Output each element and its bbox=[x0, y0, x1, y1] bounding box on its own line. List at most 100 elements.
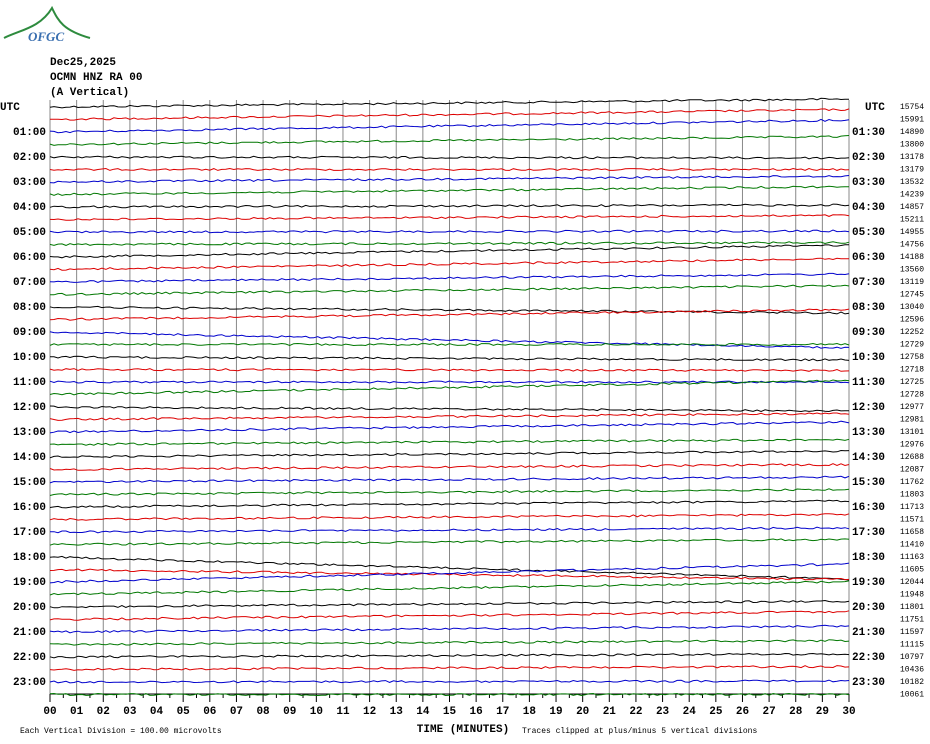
trace-offset: 11410 bbox=[900, 541, 924, 550]
trace bbox=[49, 155, 850, 160]
header-station: OCMN HNZ RA 00 bbox=[50, 72, 142, 84]
left-hour-label: 09:00 bbox=[13, 327, 46, 339]
x-tick-label: 11 bbox=[336, 706, 350, 718]
left-axis-title: UTC bbox=[0, 102, 20, 114]
right-hour-label: 07:30 bbox=[852, 277, 885, 289]
left-hour-label: 11:00 bbox=[13, 377, 46, 389]
right-hour-label: 15:30 bbox=[852, 477, 885, 489]
trace-offset: 11948 bbox=[900, 591, 924, 600]
right-hour-label: 04:30 bbox=[852, 202, 885, 214]
trace bbox=[49, 368, 850, 372]
left-hour-label: 19:00 bbox=[13, 577, 46, 589]
right-hour-label: 19:30 bbox=[852, 577, 885, 589]
trace bbox=[49, 379, 850, 396]
trace bbox=[49, 475, 850, 484]
right-hour-label: 11:30 bbox=[852, 377, 885, 389]
right-hour-label: 05:30 bbox=[852, 227, 885, 239]
x-tick-label: 10 bbox=[310, 706, 323, 718]
trace-offset: 12044 bbox=[900, 578, 924, 587]
trace bbox=[49, 624, 850, 634]
left-hour-label: 14:00 bbox=[13, 452, 46, 464]
logo-mark bbox=[3, 5, 91, 39]
trace bbox=[49, 463, 850, 471]
trace bbox=[49, 175, 850, 184]
x-tick-label: 23 bbox=[656, 706, 670, 718]
right-hour-label: 12:30 bbox=[852, 402, 885, 414]
trace bbox=[49, 568, 850, 581]
trace-offset: 11713 bbox=[900, 503, 924, 512]
trace-offset: 11801 bbox=[900, 603, 924, 612]
trace-offset: 12725 bbox=[900, 378, 924, 387]
x-tick-label: 28 bbox=[789, 706, 803, 718]
right-hour-label: 13:30 bbox=[852, 427, 885, 439]
right-hour-label: 20:30 bbox=[852, 602, 885, 614]
trace-offset: 12688 bbox=[900, 453, 924, 462]
x-tick-label: 05 bbox=[177, 706, 191, 718]
x-tick-label: 09 bbox=[283, 706, 296, 718]
trace bbox=[49, 203, 850, 209]
trace bbox=[49, 185, 849, 196]
trace bbox=[49, 665, 850, 671]
trace-offset: 14857 bbox=[900, 203, 924, 212]
trace-offset: 12976 bbox=[900, 441, 924, 450]
trace-offset: 12087 bbox=[900, 466, 924, 475]
right-hour-label: 02:30 bbox=[852, 152, 885, 164]
trace bbox=[49, 108, 850, 121]
x-tick-label: 29 bbox=[816, 706, 829, 718]
trace-offset: 13532 bbox=[900, 178, 924, 187]
trace-offset: 10797 bbox=[900, 653, 924, 662]
trace-offset: 12728 bbox=[900, 391, 924, 400]
left-hour-label: 06:00 bbox=[13, 252, 46, 264]
left-hour-label: 15:00 bbox=[13, 477, 46, 489]
trace bbox=[49, 405, 850, 413]
trace-offset: 12977 bbox=[900, 403, 924, 412]
trace bbox=[49, 118, 850, 134]
trace bbox=[49, 380, 850, 384]
trace bbox=[49, 272, 850, 284]
x-tick-label: 18 bbox=[523, 706, 537, 718]
trace-offset: 12981 bbox=[900, 416, 924, 425]
right-hour-label: 17:30 bbox=[852, 527, 885, 539]
x-tick-label: 03 bbox=[123, 706, 137, 718]
trace-offset: 13101 bbox=[900, 428, 924, 437]
trace-offset: 11803 bbox=[900, 491, 924, 500]
trace-offset: 15211 bbox=[900, 216, 924, 225]
trace bbox=[49, 526, 850, 534]
x-tick-label: 07 bbox=[230, 706, 243, 718]
left-hour-label: 21:00 bbox=[13, 627, 46, 639]
trace bbox=[49, 241, 850, 246]
trace-offset: 13800 bbox=[900, 141, 924, 150]
trace-offset: 12758 bbox=[900, 353, 924, 362]
trace-offset: 13560 bbox=[900, 266, 924, 275]
right-axis-title: UTC bbox=[865, 102, 885, 114]
right-hour-label: 09:30 bbox=[852, 327, 885, 339]
right-hour-label: 08:30 bbox=[852, 302, 885, 314]
footer-left: Each Vertical Division = 100.00 microvol… bbox=[20, 727, 222, 736]
trace bbox=[49, 692, 850, 697]
trace-offset: 13040 bbox=[900, 303, 924, 312]
x-tick-label: 13 bbox=[390, 706, 404, 718]
trace-offset: 13178 bbox=[900, 153, 924, 162]
x-tick-label: 21 bbox=[603, 706, 617, 718]
right-hour-label: 21:30 bbox=[852, 627, 885, 639]
x-tick-label: 20 bbox=[576, 706, 589, 718]
trace bbox=[49, 244, 849, 259]
trace bbox=[49, 412, 850, 421]
footer-right: Traces clipped at plus/minus 5 vertical … bbox=[522, 727, 757, 736]
trace-offset: 12745 bbox=[900, 291, 924, 300]
trace-offset: 11571 bbox=[900, 516, 924, 525]
trace-offset: 11597 bbox=[900, 628, 924, 637]
header-component: (A Vertical) bbox=[50, 87, 129, 99]
right-hour-label: 22:30 bbox=[852, 652, 885, 664]
x-tick-label: 00 bbox=[43, 706, 56, 718]
left-hour-label: 18:00 bbox=[13, 552, 46, 564]
trace-offset: 11658 bbox=[900, 528, 924, 537]
left-hour-label: 07:00 bbox=[13, 277, 46, 289]
right-hour-label: 14:30 bbox=[852, 452, 885, 464]
trace bbox=[49, 499, 850, 509]
x-tick-label: 04 bbox=[150, 706, 164, 718]
left-hour-label: 01:00 bbox=[13, 127, 46, 139]
trace bbox=[49, 257, 850, 271]
x-axis-title: TIME (MINUTES) bbox=[417, 724, 509, 736]
right-hour-label: 03:30 bbox=[852, 177, 885, 189]
